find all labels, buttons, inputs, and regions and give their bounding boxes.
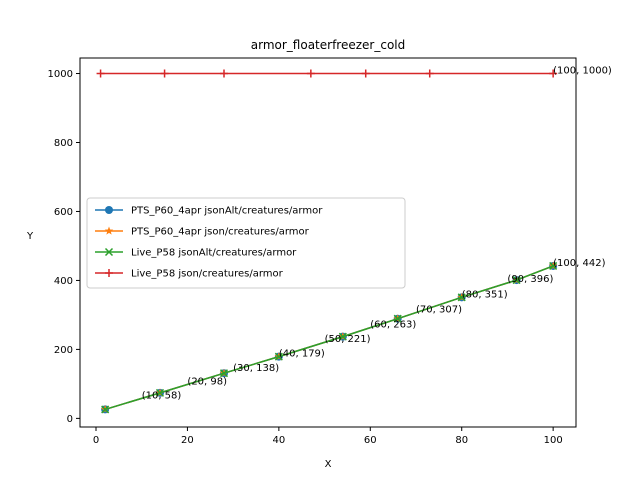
data-point <box>457 293 466 302</box>
y-axis: 0 200 400 600 800 1000 <box>48 69 80 425</box>
data-point <box>155 388 165 397</box>
y-tick-label: 1000 <box>48 69 73 80</box>
x-tick-label: 60 <box>364 435 377 446</box>
y-axis-title: Y <box>26 231 34 242</box>
legend-entry: PTS_P60_4apr json/creatures/armor <box>95 226 310 238</box>
point-annotation: (100, 1000) <box>553 66 612 77</box>
data-point <box>549 69 558 78</box>
y-tick-label: 0 <box>67 414 73 425</box>
legend-entry: Live_P58 jsonAlt/creatures/armor <box>95 248 297 259</box>
x-tick-label: 80 <box>455 435 468 446</box>
y-tick-label: 400 <box>54 276 73 287</box>
legend-label: PTS_P60_4apr json/creatures/armor <box>131 227 310 238</box>
data-point <box>393 314 402 323</box>
x-tick-label: 20 <box>181 435 194 446</box>
legend-label: Live_P58 jsonAlt/creatures/armor <box>131 248 297 259</box>
plot-area <box>96 69 558 414</box>
series-4 <box>96 69 558 78</box>
y-tick-label: 800 <box>54 138 73 149</box>
data-point <box>306 69 315 78</box>
point-annotation: (50, 221) <box>325 334 371 345</box>
y-tick-label: 200 <box>54 345 73 356</box>
data-point <box>220 69 228 78</box>
x-tick-label: 100 <box>544 435 563 446</box>
data-point <box>96 69 105 78</box>
data-point <box>274 352 283 361</box>
point-annotation: (20, 98) <box>187 377 227 388</box>
data-point <box>361 69 370 78</box>
legend: PTS_P60_4apr jsonAlt/creatures/armor PTS_… <box>86 197 406 289</box>
legend-label: PTS_P60_4apr jsonAlt/creatures/armor <box>131 206 323 217</box>
data-point <box>160 69 169 78</box>
x-tick-label: 0 <box>93 435 99 446</box>
legend-entry: PTS_P60_4apr jsonAlt/creatures/armor <box>95 206 323 217</box>
data-point <box>338 332 347 341</box>
plot-frame <box>79 57 577 428</box>
legend-box <box>86 197 406 289</box>
data-point <box>425 69 434 78</box>
data-point <box>549 261 558 270</box>
legend-swatch-marker <box>104 247 114 257</box>
point-annotation: (70, 307) <box>416 305 462 316</box>
series-3 <box>101 261 558 414</box>
data-point <box>101 405 110 414</box>
point-annotation: (30, 138) <box>233 363 279 374</box>
point-annotation: (80, 351) <box>462 289 508 300</box>
x-tick-label: 40 <box>272 435 285 446</box>
y-tick-label: 600 <box>54 207 73 218</box>
point-annotation: (10, 58) <box>142 390 182 401</box>
data-point <box>512 276 521 285</box>
point-annotation: (60, 263) <box>370 320 416 331</box>
data-point <box>219 369 229 378</box>
point-annotation: (90, 396) <box>507 274 553 285</box>
legend-swatch-marker <box>105 269 113 277</box>
legend-swatch-marker <box>104 226 114 235</box>
x-axis-title: X <box>325 459 332 470</box>
point-annotations: (10, 58) (20, 98) (30, 138)(40, 179)(50, 2… <box>142 66 612 402</box>
chart-title: armor_floaterfreezer_cold <box>251 38 405 52</box>
x-axis: 0 20 40 60 80 100 <box>93 427 563 446</box>
point-annotation: (100, 442) <box>553 258 605 269</box>
legend-entry: Live_P58 json/creatures/armor <box>95 269 284 280</box>
legend-swatch-marker <box>105 206 113 214</box>
legend-label: Live_P58 json/creatures/armor <box>131 269 284 280</box>
point-annotation: (40, 179) <box>279 349 325 360</box>
